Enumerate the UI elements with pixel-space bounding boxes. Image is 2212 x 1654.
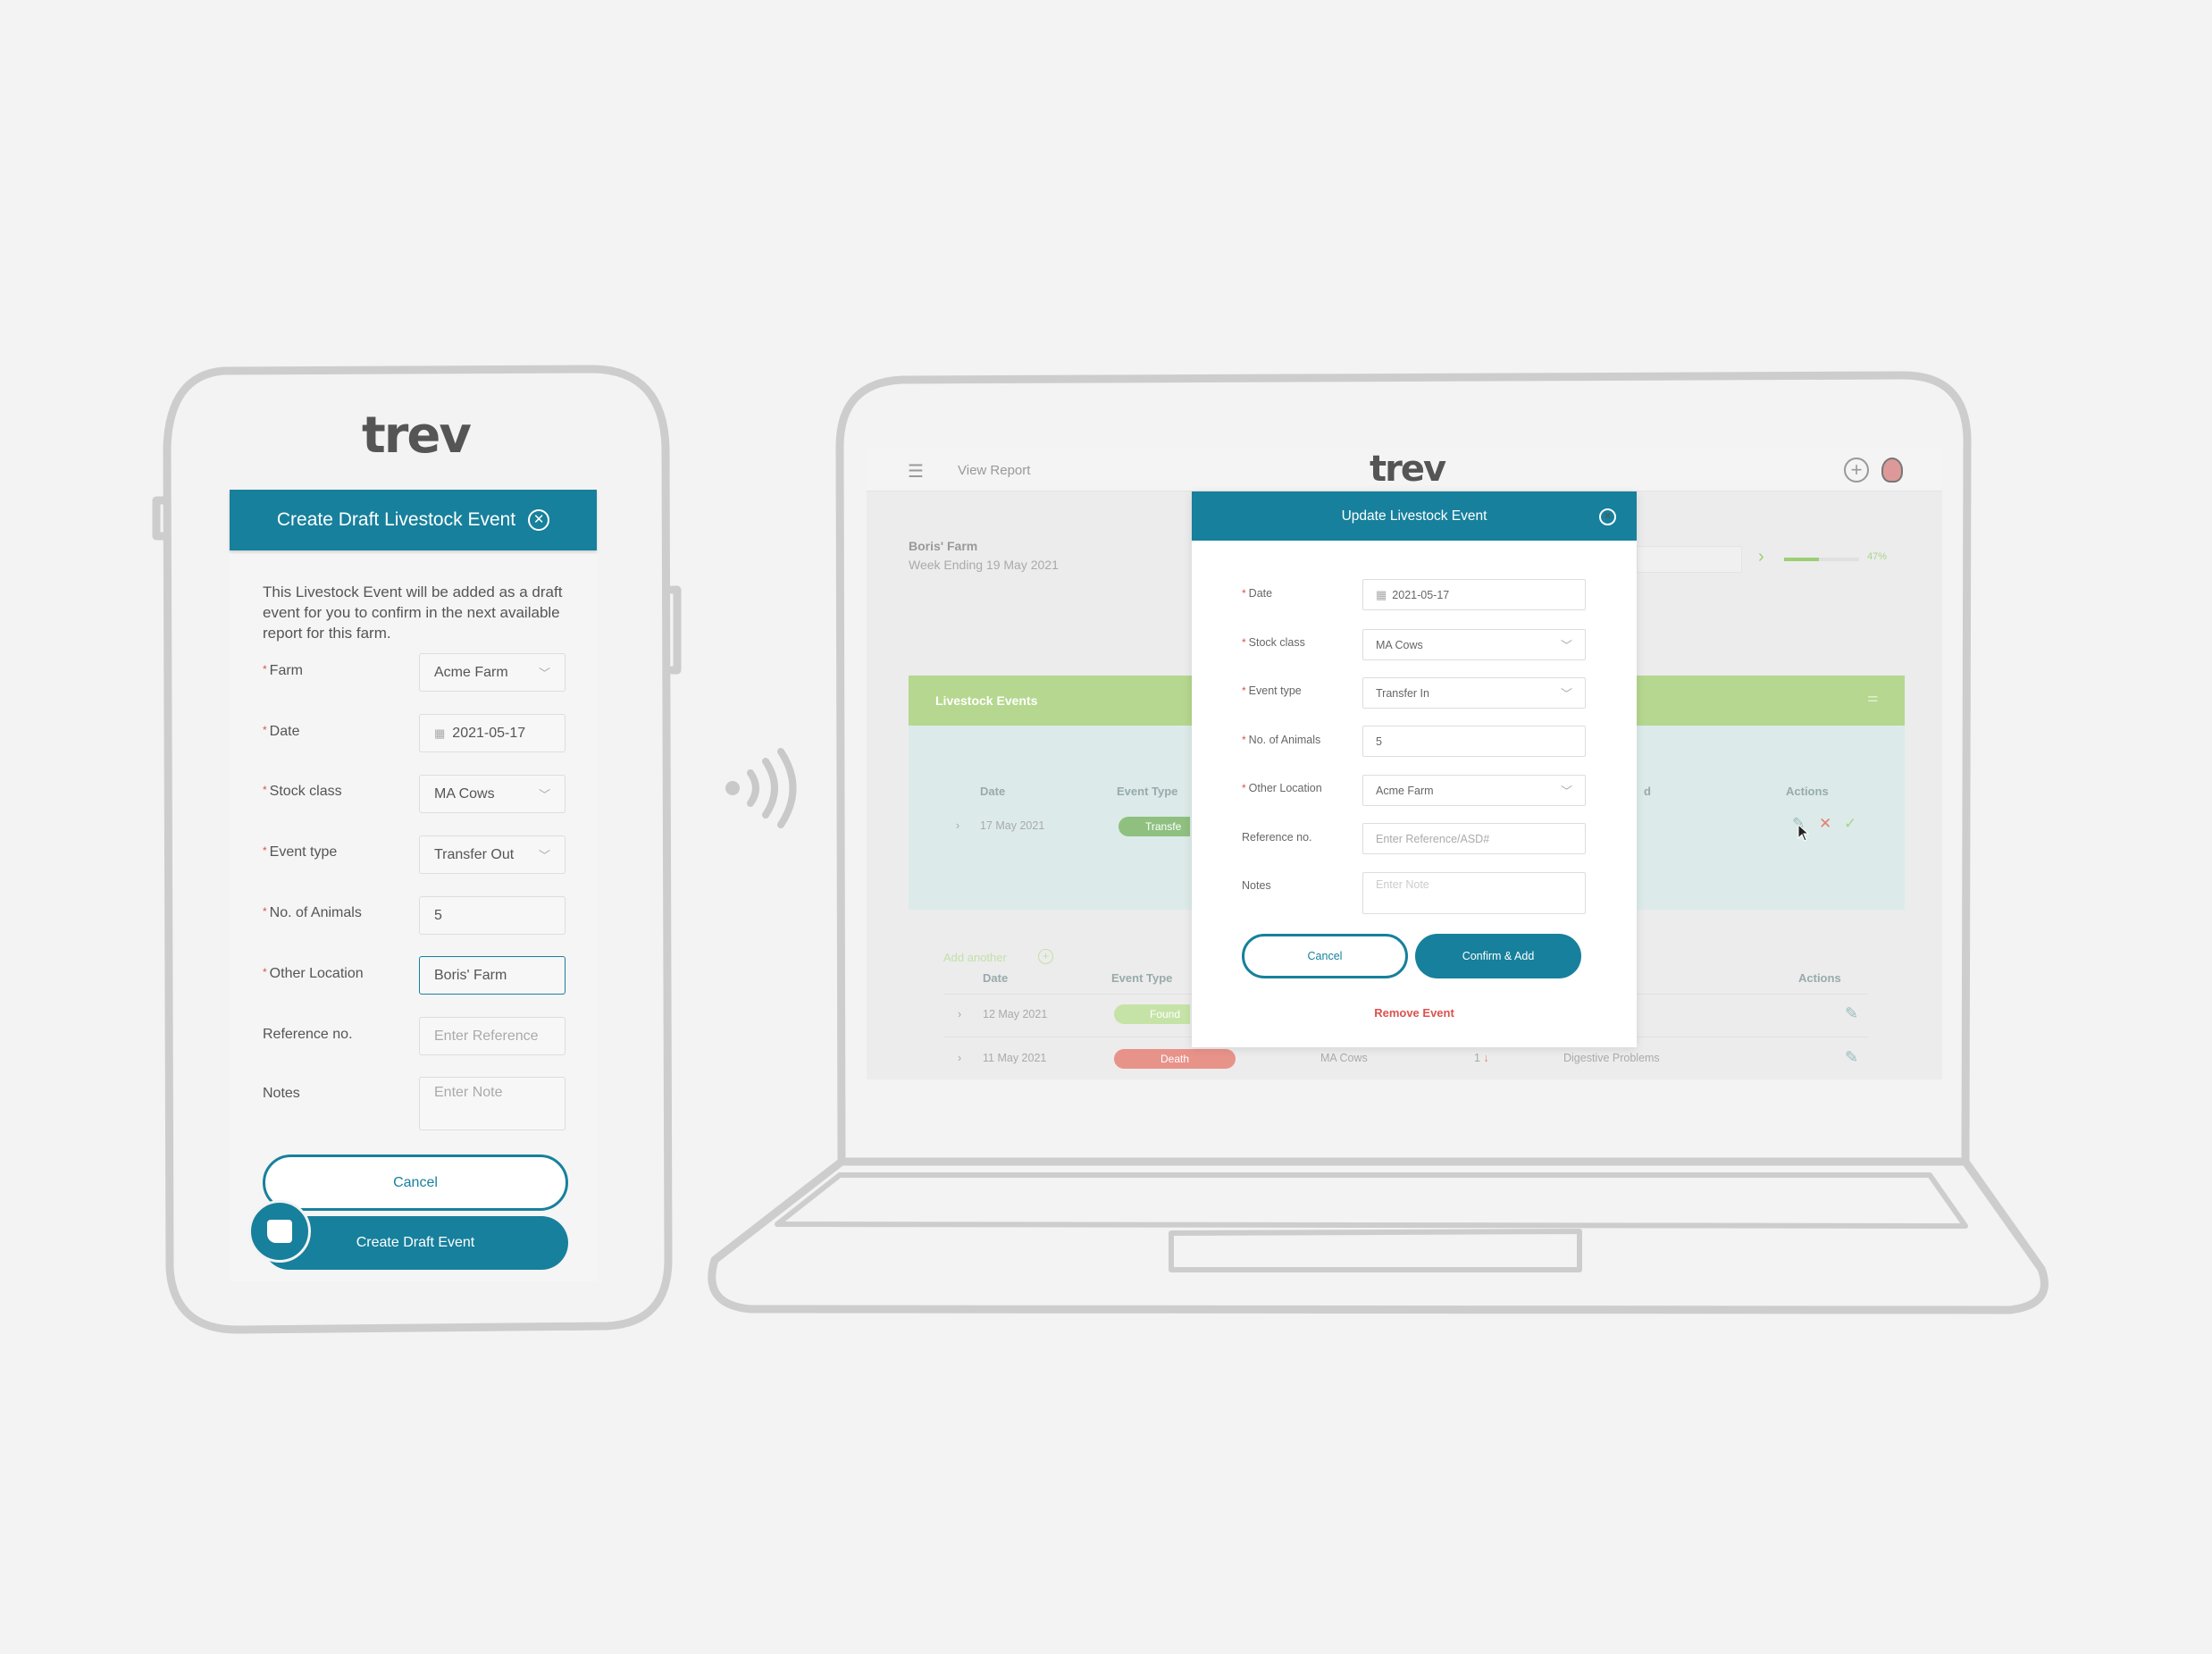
arrow-down-icon: ↓ bbox=[1483, 1052, 1489, 1064]
label-animals: * No. of Animals bbox=[1242, 734, 1321, 746]
expand-chevron-icon[interactable]: › bbox=[956, 819, 960, 832]
col-event-type: Event Type bbox=[1117, 785, 1178, 798]
event-type-select[interactable]: Transfer Out ﹀ bbox=[419, 835, 566, 874]
label-reference: Reference no. bbox=[263, 1027, 353, 1042]
chevron-down-icon: ﹀ bbox=[538, 849, 550, 862]
phone-logo: trev bbox=[362, 407, 472, 465]
close-circle-icon[interactable]: ✕ bbox=[1599, 508, 1616, 525]
reference-input[interactable]: Enter Reference bbox=[419, 1017, 566, 1055]
stock-class-select[interactable]: MA Cows ﹀ bbox=[419, 775, 566, 813]
label-stock-class: * Stock class bbox=[1242, 636, 1305, 649]
date-field[interactable]: ▦ 2021-05-17 bbox=[419, 714, 566, 752]
section-title: Livestock Events bbox=[935, 693, 1038, 708]
animals-input[interactable]: 5 bbox=[1362, 726, 1586, 757]
confirm-add-button[interactable]: Confirm & Add bbox=[1415, 934, 1581, 978]
row-date: 11 May 2021 bbox=[983, 1052, 1047, 1064]
label-reference: Reference no. bbox=[1242, 831, 1312, 844]
phone-modal-title: Create Draft Livestock Event bbox=[276, 509, 516, 530]
col-actions: Actions bbox=[1798, 971, 1841, 985]
label-event-type: * Event type bbox=[1242, 684, 1302, 697]
edit-icon[interactable]: ✎ bbox=[1845, 1048, 1859, 1066]
expand-chevron-icon[interactable]: › bbox=[958, 1008, 962, 1020]
chat-button[interactable] bbox=[248, 1200, 311, 1263]
approve-icon[interactable]: ✓ bbox=[1844, 815, 1857, 832]
draft-row-type-badge: Transfe bbox=[1119, 817, 1190, 836]
add-another-link[interactable]: Add another bbox=[943, 951, 1007, 964]
label-stock-class: * Stock class bbox=[263, 784, 342, 799]
nav-title: View Report bbox=[958, 463, 1031, 478]
cancel-button[interactable]: Cancel bbox=[263, 1154, 568, 1211]
chevron-down-icon: ﹀ bbox=[1560, 687, 1572, 701]
label-notes: Notes bbox=[263, 1086, 300, 1101]
modal-title: Update Livestock Event bbox=[1341, 508, 1487, 524]
calendar-icon: ▦ bbox=[434, 726, 446, 740]
label-other-location: * Other Location bbox=[1242, 782, 1322, 794]
label-farm: * Farm bbox=[263, 663, 303, 678]
cancel-button[interactable]: Cancel bbox=[1242, 934, 1408, 978]
modal-header: Update Livestock Event bbox=[1192, 491, 1637, 541]
row-type-badge: Death bbox=[1114, 1049, 1236, 1069]
label-other-location: * Other Location bbox=[263, 966, 364, 981]
label-date: * Date bbox=[263, 724, 300, 739]
chevron-down-icon: ﹀ bbox=[1560, 785, 1572, 798]
progress-bar bbox=[1784, 558, 1859, 561]
chevron-right-icon[interactable]: › bbox=[1758, 547, 1764, 567]
label-notes: Notes bbox=[1242, 879, 1271, 892]
stock-class-select[interactable]: MA Cows ﹀ bbox=[1362, 629, 1586, 660]
row-type-badge: Found bbox=[1114, 1004, 1190, 1024]
chevron-down-icon: ﹀ bbox=[538, 667, 550, 680]
animals-input[interactable]: 5 bbox=[419, 896, 566, 935]
reference-input[interactable]: Enter Reference/ASD# bbox=[1362, 823, 1586, 854]
farm-select[interactable]: Acme Farm ﹀ bbox=[419, 653, 566, 692]
create-draft-event-button[interactable]: Create Draft Event bbox=[263, 1216, 568, 1270]
phone-modal-header: Create Draft Livestock Event ✕ bbox=[230, 490, 597, 550]
edit-icon[interactable]: ✎ bbox=[1845, 1004, 1859, 1022]
date-field[interactable]: ▦ 2021-05-17 bbox=[1362, 579, 1586, 610]
chat-icon bbox=[267, 1220, 292, 1243]
col-event-type: Event Type bbox=[1111, 971, 1173, 985]
expand-chevron-icon[interactable]: › bbox=[958, 1052, 962, 1064]
laptop-logo: trev bbox=[1370, 449, 1446, 490]
week-ending: Week Ending 19 May 2021 bbox=[909, 558, 1059, 572]
close-circle-icon[interactable]: ✕ bbox=[528, 509, 550, 531]
add-icon[interactable]: + bbox=[1844, 458, 1869, 483]
farm-name: Boris' Farm bbox=[909, 539, 978, 553]
row-stock: MA Cows bbox=[1320, 1052, 1368, 1064]
phone-panel bbox=[230, 490, 597, 1281]
draft-row-date: 17 May 2021 bbox=[980, 819, 1045, 832]
calendar-icon: ▦ bbox=[1376, 587, 1387, 601]
chevron-down-icon: ﹀ bbox=[1560, 639, 1572, 652]
label-date: * Date bbox=[1242, 587, 1273, 600]
col-partial: d bbox=[1644, 785, 1651, 798]
label-animals: * No. of Animals bbox=[263, 905, 362, 920]
filter-icon[interactable]: ⚌ bbox=[1867, 690, 1879, 704]
mouse-cursor-icon bbox=[1797, 824, 1810, 842]
col-actions: Actions bbox=[1786, 785, 1829, 798]
row-date: 12 May 2021 bbox=[983, 1008, 1048, 1020]
label-event-type: * Event type bbox=[263, 844, 338, 860]
progress-label: 47% bbox=[1867, 551, 1888, 562]
other-location-select[interactable]: Acme Farm ﹀ bbox=[1362, 775, 1586, 806]
report-select[interactable] bbox=[1637, 546, 1742, 573]
col-date: Date bbox=[980, 785, 1006, 798]
remove-event-link[interactable]: Remove Event bbox=[1374, 1006, 1454, 1020]
add-circle-icon[interactable]: + bbox=[1038, 949, 1053, 964]
wireless-sync-icon bbox=[725, 748, 797, 828]
reject-icon[interactable]: ✕ bbox=[1819, 815, 1832, 832]
phone-outline bbox=[163, 365, 673, 1334]
top-nav bbox=[867, 449, 1942, 491]
col-date: Date bbox=[983, 971, 1009, 985]
other-location-input[interactable]: Boris' Farm bbox=[419, 956, 566, 995]
notes-textarea[interactable]: Enter Note bbox=[1362, 872, 1586, 914]
hamburger-menu-icon[interactable]: ☰ bbox=[908, 462, 924, 482]
notes-textarea[interactable]: Enter Note bbox=[419, 1077, 566, 1130]
avatar[interactable] bbox=[1881, 458, 1903, 483]
row-count: 1 ↓ bbox=[1474, 1052, 1489, 1064]
row-reason: Digestive Problems bbox=[1563, 1052, 1660, 1064]
chevron-down-icon: ﹀ bbox=[538, 788, 550, 802]
trackpad bbox=[1169, 1229, 1582, 1272]
event-type-select[interactable]: Transfer In ﹀ bbox=[1362, 677, 1586, 709]
phone-description: This Livestock Event will be added as a … bbox=[263, 584, 563, 642]
